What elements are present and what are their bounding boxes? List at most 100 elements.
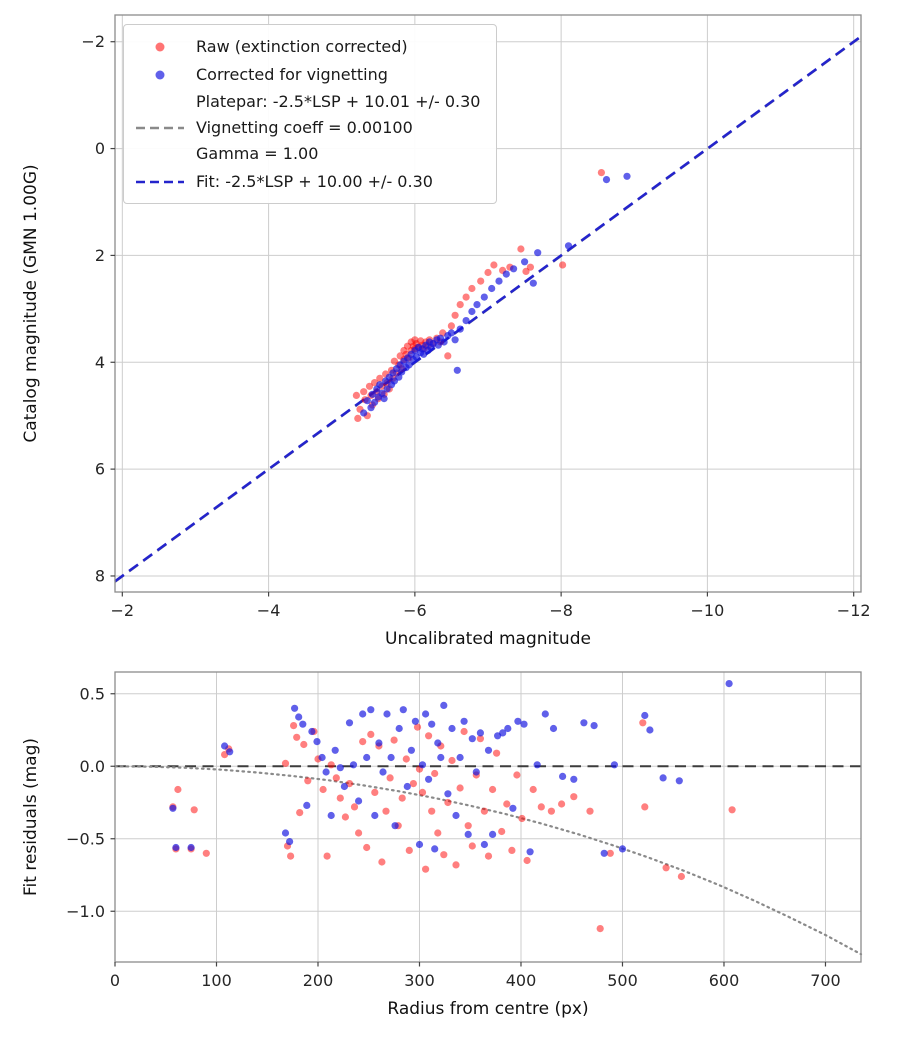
y-tick-label: 0.5 (80, 684, 105, 703)
scatter-point (456, 301, 464, 309)
scatter-point (304, 777, 312, 785)
scatter-point (367, 404, 375, 412)
scatter-point (508, 846, 516, 855)
y-tick-label: −2 (81, 32, 105, 51)
scatter-point (395, 724, 403, 733)
scatter-point (480, 807, 488, 815)
scatter-point (376, 381, 384, 389)
legend-label-vignetting: Corrected for vignetting (196, 65, 388, 84)
legend-label-raw: Raw (extinction corrected) (196, 37, 408, 56)
scatter-point (322, 768, 330, 776)
scatter-point (452, 811, 460, 820)
scatter-point (447, 322, 455, 330)
y-tick-label: 4 (95, 353, 105, 372)
scatter-point (354, 414, 362, 422)
scatter-point (447, 329, 455, 337)
scatter-point (290, 722, 298, 730)
magnitude-fit-plot: −2 −4 −6 −8 −10 −12 −2 0 2 4 6 8 Uncalibrated magnit… (21, 14, 871, 649)
scatter-point (327, 811, 335, 820)
scatter-point (190, 806, 198, 814)
y-axis-label: Catalog magnitude (GMN 1.00G) (21, 164, 41, 442)
scatter-point (618, 845, 627, 853)
scatter-point (382, 807, 390, 815)
scatter-point (526, 263, 535, 271)
vignetting-points (360, 172, 631, 417)
scatter-point (659, 774, 667, 782)
platepar-line-2: Vignetting coeff = 0.00100 (196, 118, 413, 137)
scatter-point (365, 382, 374, 390)
axes-frame (114, 14, 862, 593)
raw-points (352, 169, 606, 422)
scatter-point (355, 797, 363, 805)
scatter-point (440, 701, 448, 710)
scatter-point (675, 777, 683, 785)
scatter-point (371, 398, 379, 406)
scatter-point (570, 793, 578, 801)
scatter-point (391, 822, 399, 830)
scatter-point (336, 764, 344, 772)
legend-label-platepar: Platepar: -2.5*LSP + 10.01 +/- 0.30 Vign… (196, 89, 480, 167)
scatter-point (468, 842, 476, 850)
scatter-point (431, 769, 439, 778)
scatter-point (462, 293, 470, 301)
x-tick-label: 300 (404, 971, 435, 990)
scatter-point (564, 242, 573, 250)
y-tick-label: 6 (95, 460, 105, 479)
scatter-point (472, 768, 480, 776)
scatter-point (360, 388, 368, 396)
scatter-point (405, 846, 413, 855)
tick-marks (110, 693, 827, 967)
scatter-point (395, 373, 403, 381)
platepar-dashed-line-icon (134, 120, 186, 136)
scatter-point (386, 774, 394, 782)
scatter-point (169, 804, 177, 812)
scatter-point (480, 840, 488, 849)
scatter-point (340, 782, 348, 791)
tick-marks (110, 41, 855, 597)
scatter-point (541, 710, 549, 718)
scatter-point (367, 706, 375, 714)
scatter-point (533, 761, 541, 769)
scatter-point (398, 794, 406, 802)
scatter-point (623, 172, 631, 180)
scatter-point (293, 733, 301, 741)
scatter-point (440, 338, 448, 346)
scatter-point (332, 774, 340, 782)
scatter-point (489, 785, 497, 794)
scatter-point (518, 814, 526, 823)
scatter-point (296, 809, 304, 817)
scatter-point (464, 830, 472, 839)
scatter-point (313, 738, 321, 746)
fit-dashed-line-icon (134, 174, 186, 190)
scatter-point (359, 738, 367, 746)
scatter-point (345, 719, 354, 727)
scatter-point (383, 710, 391, 718)
scatter-point (422, 865, 430, 873)
scatter-point (448, 724, 456, 733)
x-tick-label: 200 (303, 971, 334, 990)
scatter-point (498, 827, 506, 836)
y-tick-label: 0.0 (80, 757, 105, 776)
scatter-point (363, 753, 371, 762)
scatter-point (476, 729, 484, 737)
scatter-point (452, 861, 460, 869)
scatter-point (559, 261, 567, 269)
scatter-point (380, 395, 388, 403)
scatter-point (398, 368, 406, 376)
scatter-point (327, 761, 335, 769)
scatter-point (493, 749, 501, 757)
scatter-point (286, 838, 294, 846)
x-tick-label: 400 (506, 971, 537, 990)
scatter-point (456, 753, 464, 762)
scatter-point (281, 759, 290, 768)
scatter-point (403, 782, 411, 791)
scatter-point (174, 785, 182, 794)
scatter-point (371, 811, 379, 820)
scatter-point (526, 848, 534, 856)
scatter-point (641, 803, 649, 811)
scatter-point (359, 710, 367, 718)
fit-line (114, 35, 862, 583)
scatter-point (379, 768, 387, 776)
scatter-point (368, 390, 376, 398)
